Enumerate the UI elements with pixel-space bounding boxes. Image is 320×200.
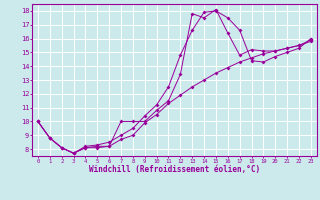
X-axis label: Windchill (Refroidissement éolien,°C): Windchill (Refroidissement éolien,°C) [89, 165, 260, 174]
